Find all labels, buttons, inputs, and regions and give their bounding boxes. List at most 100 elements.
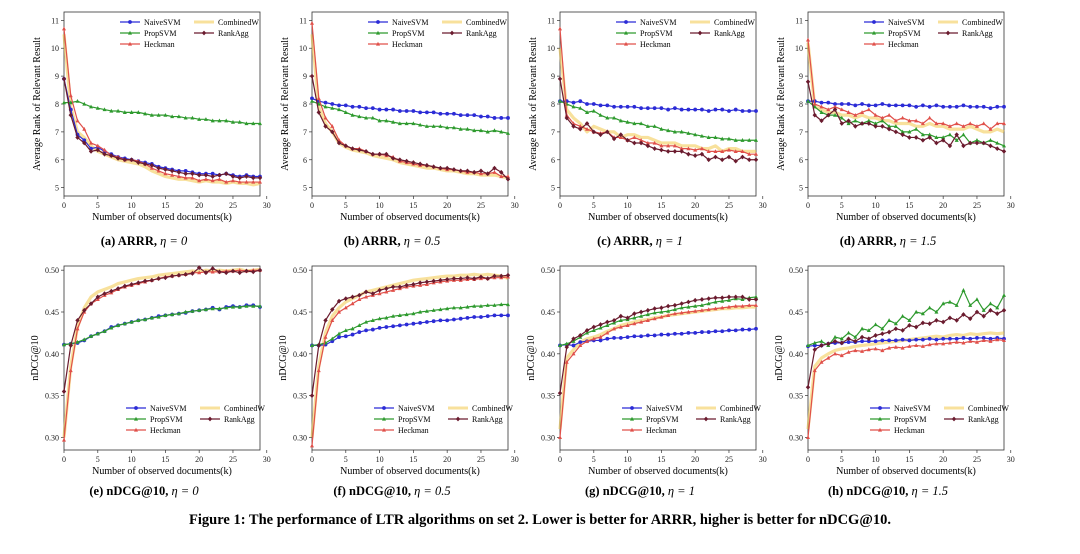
- legend-propsvm-marker-0: [878, 416, 882, 421]
- heckman-marker-16: [914, 343, 919, 348]
- propsvm-marker-17: [424, 124, 429, 128]
- heckman-marker-0: [806, 37, 810, 42]
- heckman-marker-7: [853, 348, 858, 353]
- x-tick-label: 10: [376, 455, 384, 464]
- naivesvm-marker-11: [880, 338, 885, 343]
- rankagg-marker-21: [451, 167, 457, 172]
- naivesvm-marker-9: [866, 339, 871, 344]
- x-tick-label: 0: [62, 201, 66, 210]
- legend-label: Heckman: [640, 40, 671, 49]
- propsvm-marker-13: [893, 321, 898, 326]
- rankagg-marker-25: [478, 274, 484, 280]
- naivesvm-marker-29: [754, 109, 758, 113]
- legend-propsvm-marker-0: [376, 30, 380, 35]
- naivesvm-marker-21: [452, 111, 456, 116]
- propsvm-marker-14: [404, 121, 409, 126]
- propsvm-marker-17: [672, 307, 677, 312]
- legend-label: CombinedW: [224, 404, 265, 413]
- x-tick-label: 20: [939, 201, 947, 210]
- naivesvm-marker-8: [860, 102, 864, 106]
- heckman-marker-29: [258, 179, 262, 184]
- rankagg-marker-24: [968, 140, 973, 146]
- y-tick-label: 0.35: [45, 392, 59, 401]
- naivesvm-marker-13: [645, 333, 650, 338]
- y-axis-label: Average Rank of Relevant Result: [32, 37, 43, 171]
- rankagg-marker-5: [95, 147, 100, 153]
- legend-item-naivesvm: NaiveSVM: [864, 18, 924, 27]
- propsvm-marker-23: [217, 118, 222, 123]
- heckman-marker-15: [659, 143, 664, 148]
- propsvm-marker-3: [82, 101, 87, 106]
- heckman-marker-24: [720, 305, 725, 310]
- series-propsvm: [62, 99, 262, 126]
- propsvm-marker-14: [652, 124, 657, 128]
- propsvm-marker-28: [747, 138, 752, 142]
- naivesvm-marker-9: [370, 106, 375, 111]
- heckman-marker-6: [846, 110, 851, 114]
- propsvm-marker-24: [720, 136, 725, 141]
- propsvm-marker-13: [149, 112, 154, 117]
- panel-a: 0 5 10 15 20 25 30 5 6 7 8 9 10 11 Number of observed …: [20, 8, 271, 260]
- propsvm-marker-26: [485, 129, 490, 134]
- propsvm-marker-27: [988, 138, 993, 142]
- y-tick-label: 0.45: [45, 308, 59, 317]
- propsvm-marker-1: [68, 100, 73, 105]
- naivesvm-marker-28: [995, 104, 1000, 109]
- naivesvm-marker-11: [384, 107, 389, 112]
- propsvm-marker-13: [645, 312, 650, 317]
- heckman-marker-20: [693, 147, 698, 152]
- x-axis-label: Number of observed documents(k): [340, 466, 480, 477]
- rankagg-marker-16: [417, 280, 423, 286]
- x-tick-label: 30: [263, 201, 271, 210]
- heckman-marker-2: [323, 115, 328, 120]
- rankagg-marker-29: [505, 176, 511, 182]
- propsvm-marker-15: [907, 318, 912, 322]
- propsvm-marker-8: [116, 108, 121, 113]
- propsvm-marker-11: [136, 318, 141, 322]
- rankagg-marker-17: [424, 162, 430, 168]
- naivesvm-marker-16: [914, 337, 919, 342]
- heckman-marker-14: [652, 140, 657, 145]
- naivesvm-marker-15: [907, 103, 912, 108]
- series-heckman: [62, 26, 262, 184]
- propsvm-marker-2: [75, 99, 80, 103]
- naivesvm-marker-9: [866, 103, 871, 108]
- naivesvm-marker-9: [618, 104, 623, 109]
- y-tick-label: 0.45: [789, 308, 803, 317]
- legend-item-combinedw: CombinedW: [690, 18, 755, 27]
- combinedw-line: [310, 272, 509, 438]
- naivesvm-marker-8: [364, 328, 368, 333]
- heckman-marker-23: [217, 177, 222, 181]
- x-tick-label: 20: [939, 455, 947, 464]
- propsvm-marker-29: [258, 121, 262, 126]
- heckman-marker-3: [826, 107, 831, 112]
- propsvm-marker-9: [370, 318, 375, 322]
- naivesvm-marker-8: [612, 336, 616, 340]
- heckman-marker-14: [900, 115, 905, 120]
- y-tick-label: 0.35: [541, 392, 555, 401]
- propsvm-marker-18: [183, 115, 188, 120]
- heckman-marker-0: [806, 435, 810, 440]
- y-axis-label: nDCG@10: [30, 335, 41, 380]
- propsvm-marker-10: [129, 110, 134, 114]
- heckman-marker-4: [89, 140, 94, 145]
- heckman-marker-11: [384, 289, 389, 294]
- propsvm-marker-16: [914, 126, 919, 131]
- naivesvm-marker-21: [452, 317, 456, 322]
- legend-label: RankAgg: [472, 415, 503, 424]
- heckman-marker-13: [645, 140, 650, 145]
- rankagg-marker-10: [873, 333, 878, 338]
- heckman-marker-29: [1002, 121, 1006, 126]
- y-axis-label: nDCG@10: [526, 335, 537, 380]
- y-tick-label: 0.50: [293, 266, 307, 275]
- legend-label: NaiveSVM: [646, 404, 682, 413]
- y-tick-label: 0.30: [789, 433, 803, 442]
- heckman-marker-8: [860, 110, 865, 114]
- naivesvm-marker-2: [571, 343, 576, 348]
- rankagg-marker-3: [578, 333, 583, 338]
- x-tick-label: 20: [691, 455, 699, 464]
- propsvm-marker-27: [740, 138, 745, 142]
- naivesvm-marker-11: [632, 104, 637, 109]
- legend-label: RankAgg: [962, 29, 993, 38]
- rankagg-marker-26: [733, 158, 738, 164]
